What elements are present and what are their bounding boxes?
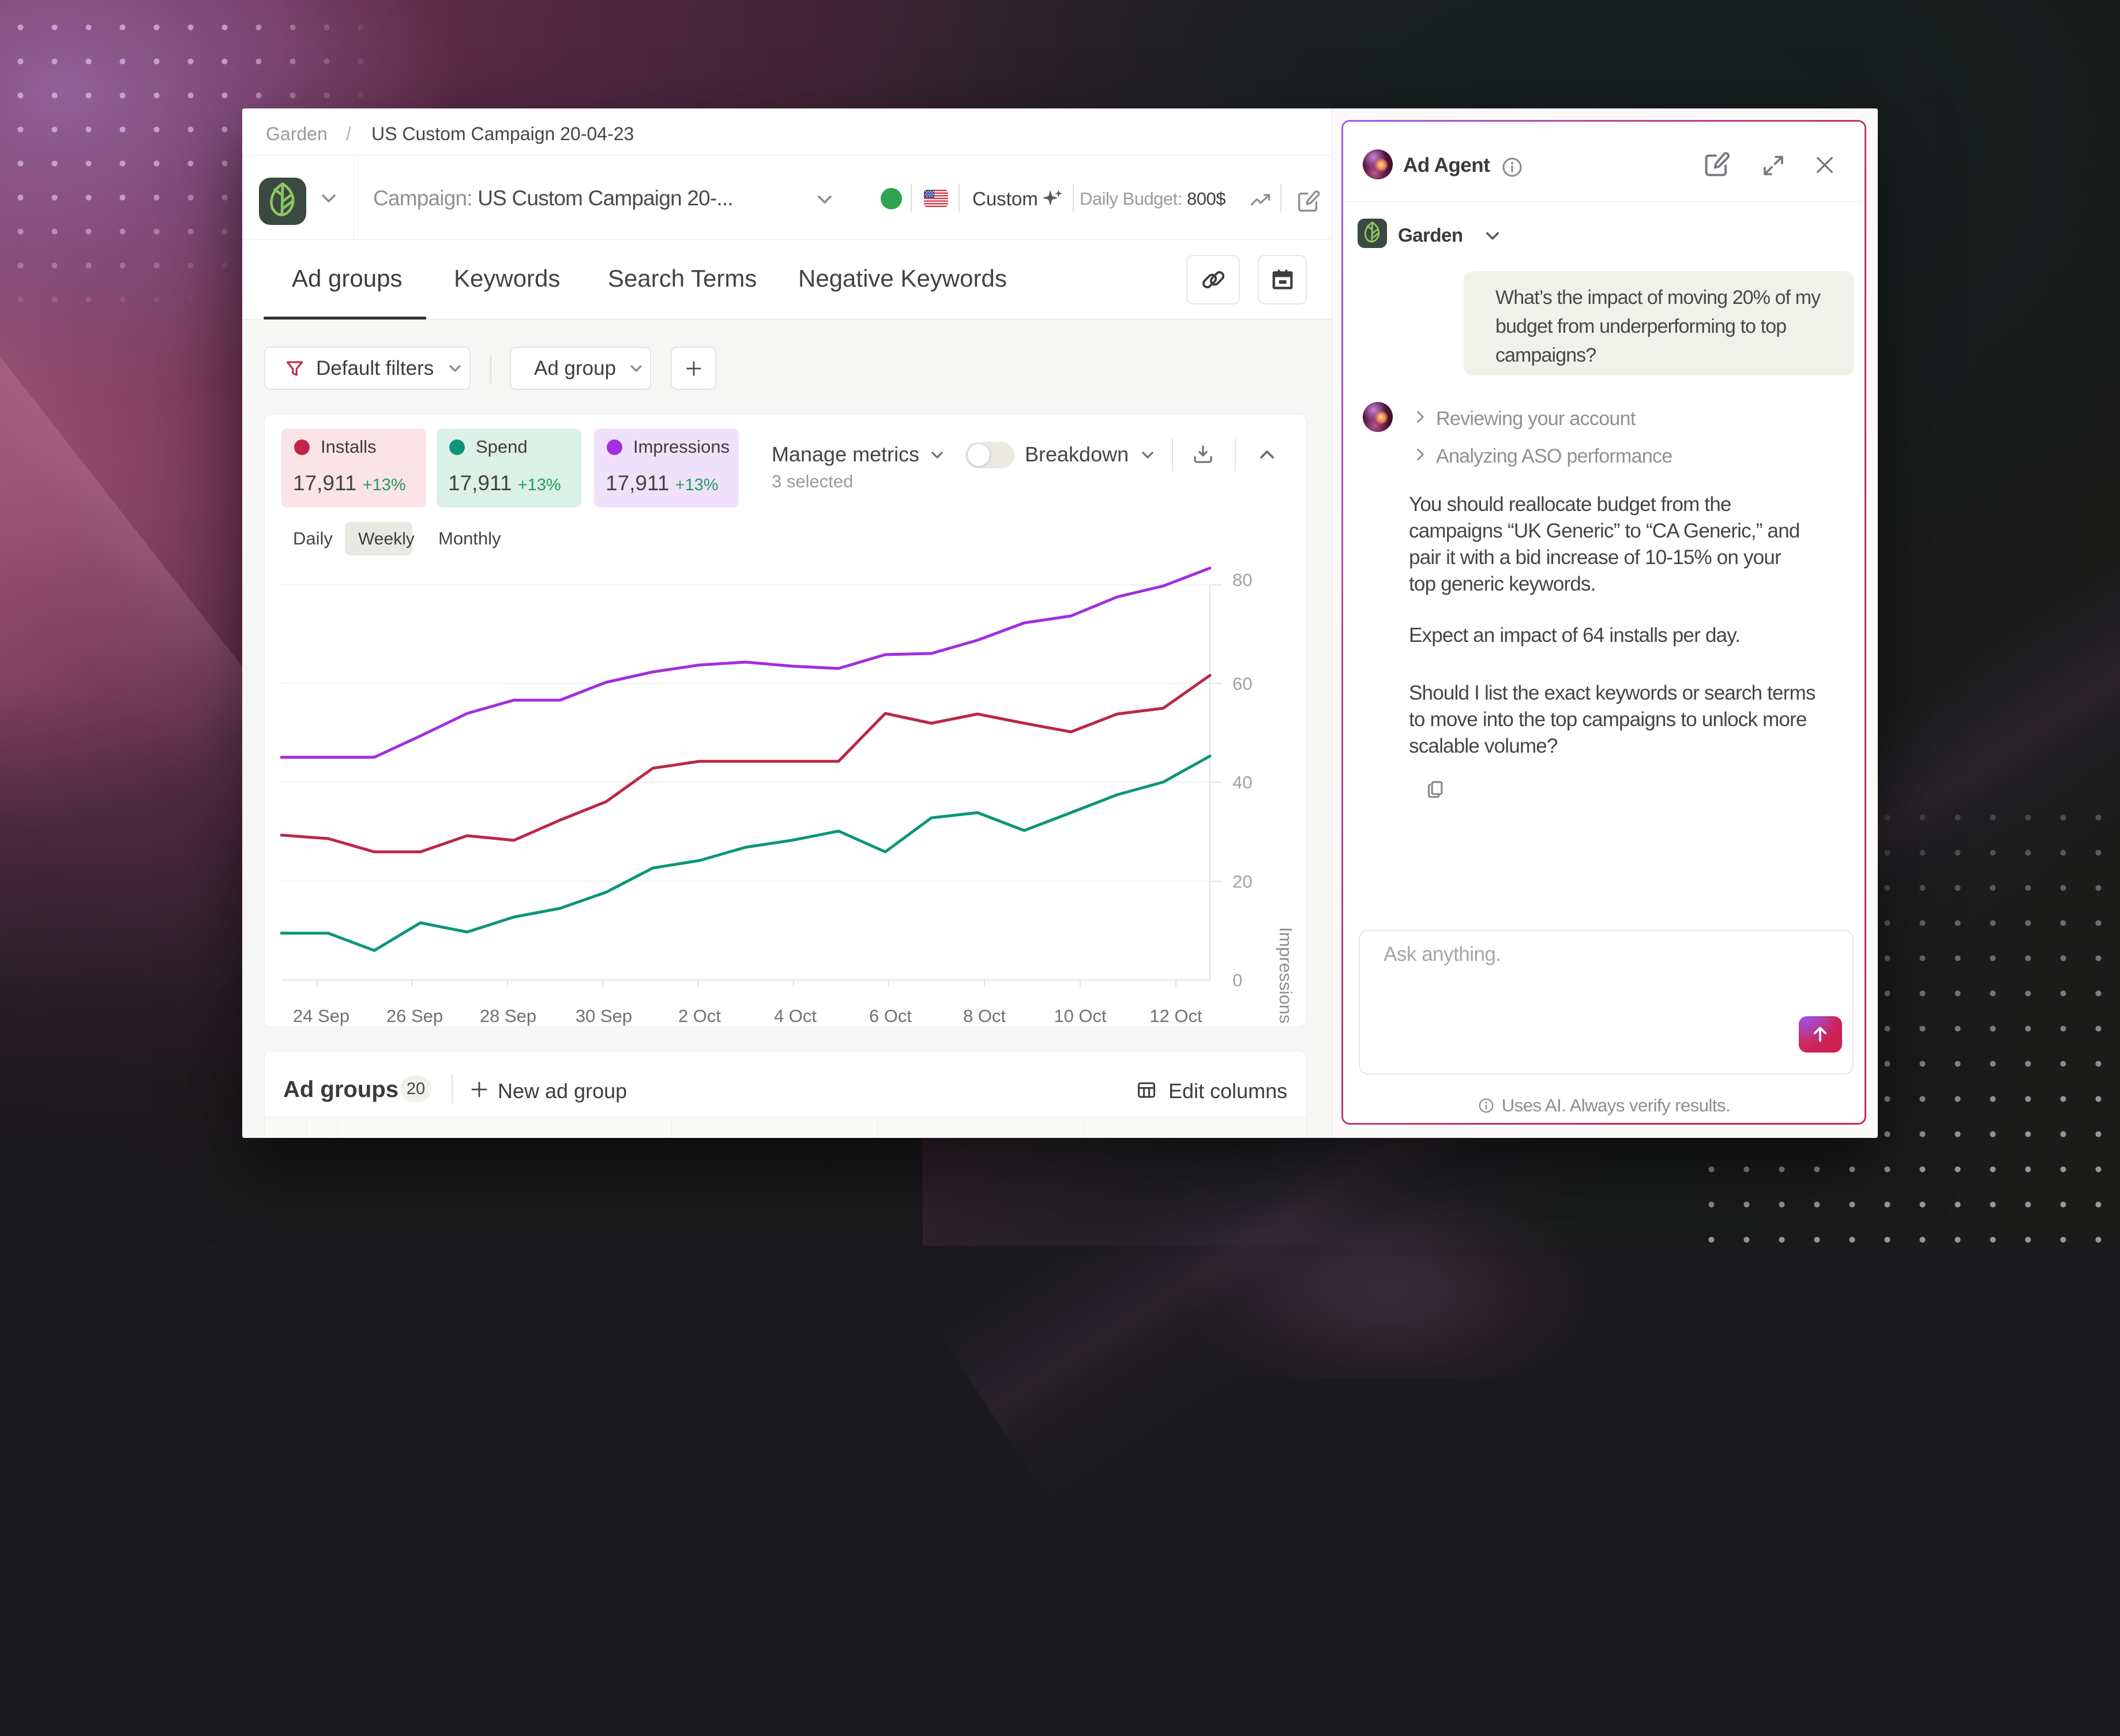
svg-text:12 Oct: 12 Oct bbox=[1149, 1006, 1202, 1026]
svg-text:26 Sep: 26 Sep bbox=[386, 1006, 443, 1026]
svg-text:10 Oct: 10 Oct bbox=[1054, 1006, 1107, 1026]
svg-text:Impressions: Impressions bbox=[1276, 927, 1296, 1023]
svg-text:60: 60 bbox=[1232, 674, 1252, 694]
svg-text:40: 40 bbox=[1232, 772, 1252, 792]
svg-text:6 Oct: 6 Oct bbox=[869, 1006, 912, 1026]
svg-text:30 Sep: 30 Sep bbox=[576, 1006, 632, 1026]
svg-text:20: 20 bbox=[1232, 871, 1252, 892]
svg-text:24 Sep: 24 Sep bbox=[293, 1006, 349, 1026]
svg-text:0: 0 bbox=[1232, 970, 1242, 990]
svg-text:28 Sep: 28 Sep bbox=[480, 1006, 536, 1026]
svg-text:8 Oct: 8 Oct bbox=[963, 1006, 1006, 1026]
svg-text:2 Oct: 2 Oct bbox=[678, 1006, 721, 1026]
svg-text:4 Oct: 4 Oct bbox=[774, 1006, 817, 1026]
svg-text:80: 80 bbox=[1232, 570, 1252, 590]
